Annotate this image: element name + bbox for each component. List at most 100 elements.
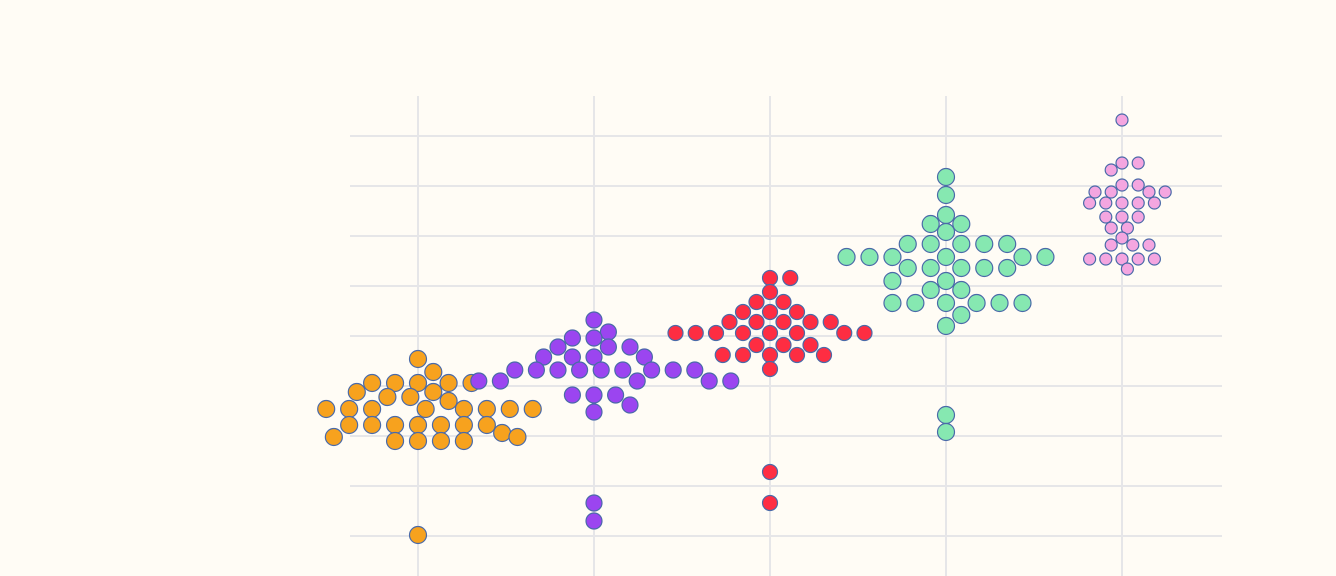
dot <box>782 269 799 287</box>
dot <box>1088 185 1102 199</box>
dot <box>401 387 420 407</box>
dot <box>936 405 956 425</box>
dot <box>347 382 366 402</box>
dot <box>1104 185 1118 199</box>
dot <box>722 372 740 390</box>
dot <box>431 415 451 435</box>
dot <box>664 361 682 379</box>
dot <box>856 324 873 342</box>
dot <box>621 338 639 356</box>
dot <box>416 399 435 419</box>
dot <box>761 303 779 321</box>
dot <box>761 494 779 512</box>
dot <box>1120 262 1135 276</box>
dot <box>1158 185 1172 199</box>
dot <box>508 427 527 447</box>
dot <box>860 247 879 267</box>
dot <box>1082 252 1097 266</box>
dot <box>585 512 603 530</box>
dot <box>936 293 956 313</box>
dot <box>921 280 940 300</box>
dot <box>788 346 806 364</box>
dot <box>614 361 632 379</box>
dot <box>585 386 603 404</box>
dot <box>815 346 833 364</box>
dot <box>1131 210 1145 224</box>
dot <box>385 415 405 435</box>
dot <box>761 463 779 481</box>
dot <box>921 258 940 278</box>
dot <box>606 386 625 404</box>
dot <box>1104 238 1118 252</box>
dot <box>1104 163 1118 177</box>
dot <box>921 214 940 234</box>
dot <box>775 313 792 331</box>
dot <box>470 372 488 390</box>
dot <box>424 382 443 402</box>
dot <box>592 361 610 379</box>
dot <box>1082 196 1097 210</box>
dot <box>424 362 443 382</box>
dot <box>493 423 512 443</box>
dot <box>761 324 779 342</box>
dot <box>883 271 902 291</box>
dot <box>431 431 451 451</box>
dot <box>998 258 1017 278</box>
dot <box>975 234 994 254</box>
dot <box>952 234 971 254</box>
dot <box>883 293 902 313</box>
dot <box>635 348 654 366</box>
dot <box>1036 247 1055 267</box>
dot <box>906 293 925 313</box>
dot <box>363 399 382 419</box>
dot <box>385 431 405 451</box>
dot <box>549 338 567 356</box>
dot <box>477 415 496 435</box>
dot <box>898 234 917 254</box>
dot <box>1115 178 1129 192</box>
dot <box>936 185 956 205</box>
dot <box>975 258 994 278</box>
dot <box>408 431 428 451</box>
dot <box>748 336 765 354</box>
dot <box>1115 231 1129 245</box>
dot <box>734 324 752 342</box>
dot <box>1115 210 1129 224</box>
dot <box>454 431 473 451</box>
dot <box>990 293 1009 313</box>
dot <box>570 361 589 379</box>
dot <box>1099 196 1113 210</box>
dot <box>936 247 956 267</box>
dot <box>585 494 603 512</box>
dot <box>408 349 428 369</box>
dot <box>585 403 603 421</box>
dot <box>385 373 405 393</box>
dot <box>1115 113 1129 127</box>
dot <box>1131 252 1145 266</box>
dot <box>563 386 582 404</box>
dot <box>1099 210 1113 224</box>
dot <box>921 234 940 254</box>
dot <box>378 387 397 407</box>
dot <box>952 258 971 278</box>
dot <box>788 303 806 321</box>
dot <box>585 311 603 329</box>
dot <box>761 346 779 364</box>
dot <box>734 303 752 321</box>
dot <box>1013 293 1032 313</box>
dot <box>1115 156 1129 170</box>
dot <box>936 271 956 291</box>
dot <box>936 222 956 242</box>
dot <box>714 346 731 364</box>
dot <box>883 247 902 267</box>
dot <box>667 324 684 342</box>
dot <box>500 399 519 419</box>
dot <box>563 348 582 366</box>
dot <box>1115 252 1129 266</box>
dot <box>408 373 428 393</box>
dot <box>439 373 458 393</box>
dot <box>628 372 646 390</box>
dot <box>317 399 336 419</box>
dot <box>454 399 473 419</box>
